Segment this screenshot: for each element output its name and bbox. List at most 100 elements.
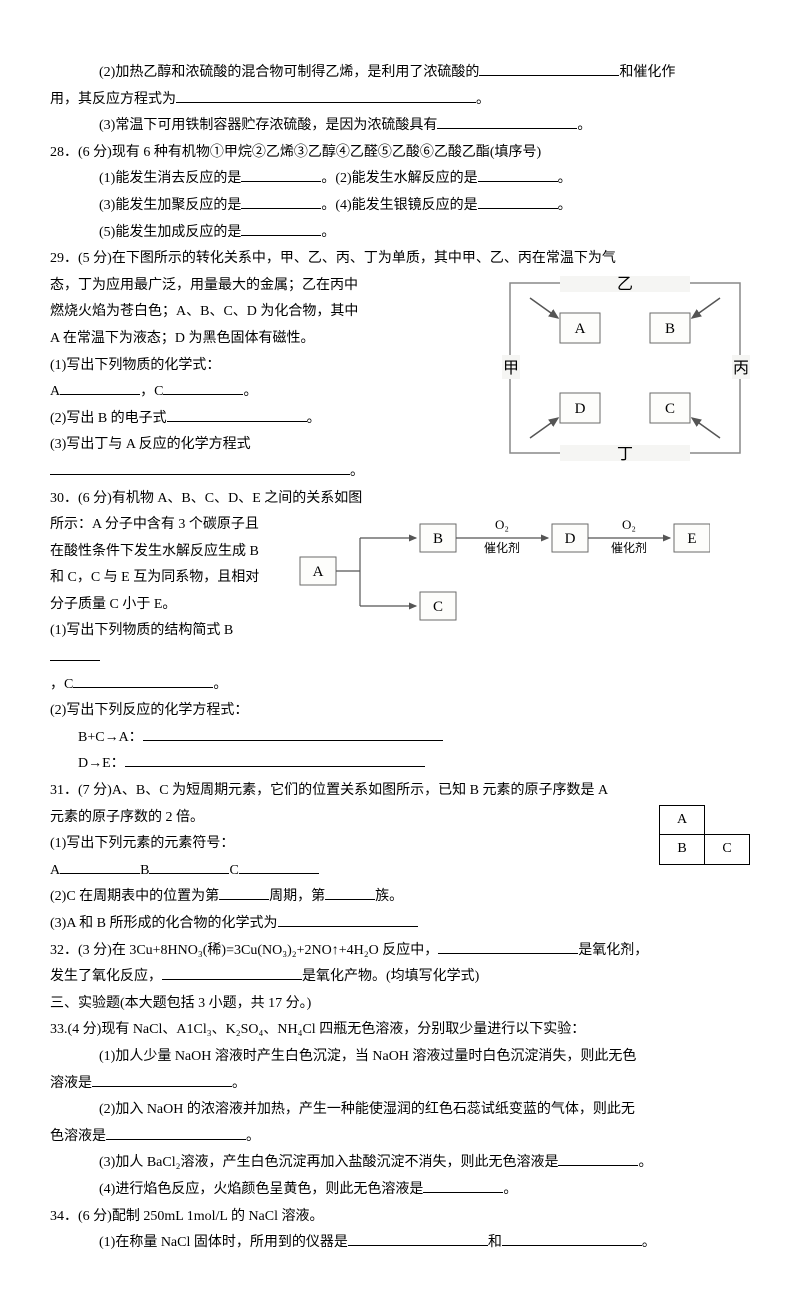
q34-head: 34．(6 分)配制 250mL 1mol/L 的 NaCl 溶液。 [50, 1204, 750, 1231]
d30-cat-1: 催化剂 [484, 540, 520, 555]
d30-cat-2: 催化剂 [611, 540, 647, 555]
q31-body: 元素的原子序数的 2 倍。 (1)写出下列元素的元素符号： ABC A BC [50, 805, 750, 885]
node-B: B [665, 321, 675, 337]
q30-p1: (1)写出下列物质的结构简式 B [50, 618, 280, 671]
q29-body: 态，丁为应用最广泛，用量最大的金属；乙在丙中 燃烧火焰为苍白色；A、B、C、D … [50, 273, 750, 486]
q33-p2b: 色溶液是。 [50, 1124, 750, 1151]
q27-p3: (3)常温下可用铁制容器贮存浓硫酸，是因为浓硫酸具有。 [50, 113, 750, 140]
blank [241, 221, 321, 236]
q31-p1: (1)写出下列元素的元素符号： [50, 831, 629, 858]
label-a: A [50, 384, 60, 399]
text: 和 [488, 1235, 502, 1250]
q30-p2b: D→E： [50, 751, 750, 778]
cell-C: C [705, 835, 750, 865]
blank [558, 1151, 638, 1166]
q30-text: 所示：A 分子中含有 3 个碳原子且 在酸性条件下发生水解反应生成 B 和 C，… [50, 512, 280, 672]
q29-diagram: 乙 甲 丙 丁 A B D C [500, 273, 750, 463]
text: 用，其反应方程式为 [50, 92, 176, 107]
q27-p2-line2: 用，其反应方程式为。 [50, 87, 750, 114]
q32-l2: 发生了氧化反应， 是氧化产物。(均填写化学式) [50, 964, 750, 991]
q30-p2a: B+C→A： [50, 725, 750, 752]
d30-o2-1: O₂ [495, 517, 509, 532]
text: (2)C 在周期表中的位置为第 [50, 889, 219, 904]
q31-table: A BC [639, 805, 750, 865]
text: (2)写出 B 的电子式 [50, 411, 167, 426]
q29-p1ab: A，C。 [50, 379, 490, 406]
text: (1)能发生消去反应的是 [99, 171, 241, 186]
q30-p2: (2)写出下列反应的化学方程式： [50, 698, 750, 725]
q33-head: 33.(4 分)现有 NaCl、A1Cl₃、K₂SO₄、NH₄Cl 四瓶无色溶液… [50, 1017, 750, 1044]
blank [167, 407, 307, 422]
section3-title: 三、实验题(本大题包括 3 小题，共 17 分。) [50, 991, 750, 1018]
blank [479, 61, 619, 76]
blank [241, 167, 321, 182]
text: (3)能发生加聚反应的是 [99, 198, 241, 213]
blank [239, 859, 319, 874]
blank [149, 859, 229, 874]
q30-l1: 所示：A 分子中含有 3 个碳原子且 [50, 512, 280, 539]
blank [478, 194, 558, 209]
blank [219, 885, 269, 900]
text: B+C→A： [78, 730, 143, 745]
blank [50, 460, 350, 475]
blank [125, 752, 425, 767]
q30-p1c: ，C。 [50, 672, 750, 699]
d30-A: A [313, 564, 324, 580]
text: 发生了氧化反应， [50, 969, 162, 984]
text: (1)写出下列物质的结构简式 B [50, 623, 233, 638]
text: 是氧化产物。(均填写化学式) [302, 969, 479, 984]
d30-B: B [433, 531, 443, 547]
text: 。(2)能发生水解反应的是 [321, 171, 477, 186]
blank [241, 194, 321, 209]
label: A [50, 863, 60, 878]
blank [176, 88, 476, 103]
blank [92, 1072, 232, 1087]
q28-row3: (5)能发生加成反应的是。 [50, 220, 750, 247]
q34-p1: (1)在称量 NaCl 固体时，所用到的仪器是和。 [50, 1230, 750, 1257]
q33-p1b: 溶液是。 [50, 1071, 750, 1098]
node-A: A [575, 321, 586, 337]
q29-l2: 燃烧火焰为苍白色；A、B、C、D 为化合物，其中 [50, 299, 490, 326]
q28-row1: (1)能发生消去反应的是。(2)能发生水解反应的是。 [50, 166, 750, 193]
q33-p3: (3)加人 BaCl₂溶液，产生白色沉淀再加入盐酸沉淀不消失，则此无色溶液是。 [50, 1150, 750, 1177]
q31-p3: (3)A 和 B 所形成的化合物的化学式为 [50, 911, 750, 938]
q31-p2: (2)C 在周期表中的位置为第周期，第族。 [50, 884, 750, 911]
blank [60, 380, 140, 395]
q32-l1: 32．(3 分)在 3Cu+8HNO₃(稀)=3Cu(NO₃)₂+2NO↑+4H… [50, 938, 750, 965]
text: (5)能发生加成反应的是 [99, 225, 241, 240]
d30-C: C [433, 599, 443, 615]
node-top: 乙 [617, 276, 633, 293]
text: 族。 [375, 889, 403, 904]
text: (3)常温下可用铁制容器贮存浓硫酸，是因为浓硫酸具有 [99, 118, 437, 133]
text: (3)A 和 B 所形成的化合物的化学式为 [50, 916, 278, 931]
q31-text: 元素的原子序数的 2 倍。 (1)写出下列元素的元素符号： ABC [50, 805, 629, 885]
blank [278, 912, 418, 927]
cell-A: A [660, 805, 705, 835]
q29-text: 态，丁为应用最广泛，用量最大的金属；乙在丙中 燃烧火焰为苍白色；A、B、C、D … [50, 273, 490, 486]
d30-E: E [687, 531, 696, 547]
text: (2)加热乙醇和浓硫酸的混合物可制得乙烯，是利用了浓硫酸的 [99, 65, 479, 80]
text: D→E： [78, 756, 125, 771]
blank [60, 859, 140, 874]
node-C: C [665, 401, 675, 417]
q29-p1: (1)写出下列物质的化学式： [50, 353, 490, 380]
blank [438, 939, 578, 954]
text: 。(4)能发生银镜反应的是 [321, 198, 477, 213]
blank [106, 1125, 246, 1140]
blank [325, 885, 375, 900]
label: C [229, 863, 238, 878]
q31-head2: 元素的原子序数的 2 倍。 [50, 805, 629, 832]
q31-head: 31．(7 分)A、B、C 为短周期元素，它们的位置关系如图所示，已知 B 元素… [50, 778, 750, 805]
q30-l2: 在酸性条件下发生水解反应生成 B [50, 539, 280, 566]
q28-head: 28．(6 分)现有 6 种有机物①甲烷②乙烯③乙醇④乙醛⑤乙酸⑥乙酸乙酯(填序… [50, 140, 750, 167]
q33-p1a: (1)加人少量 NaOH 溶液时产生白色沉淀，当 NaOH 溶液过量时白色沉淀消… [50, 1044, 750, 1071]
cell-B: B [660, 835, 705, 865]
q29-p3-blank: 。 [50, 459, 490, 486]
blank [50, 646, 100, 661]
d30-D: D [565, 531, 576, 547]
text: (3)加人 BaCl₂溶液，产生白色沉淀再加入盐酸沉淀不消失，则此无色溶液是 [99, 1155, 558, 1170]
q27-p2-line1: (2)加热乙醇和浓硫酸的混合物可制得乙烯，是利用了浓硫酸的和催化作 [50, 60, 750, 87]
text: (1)在称量 NaCl 固体时，所用到的仪器是 [99, 1235, 348, 1250]
blank [502, 1231, 642, 1246]
blank [348, 1231, 488, 1246]
